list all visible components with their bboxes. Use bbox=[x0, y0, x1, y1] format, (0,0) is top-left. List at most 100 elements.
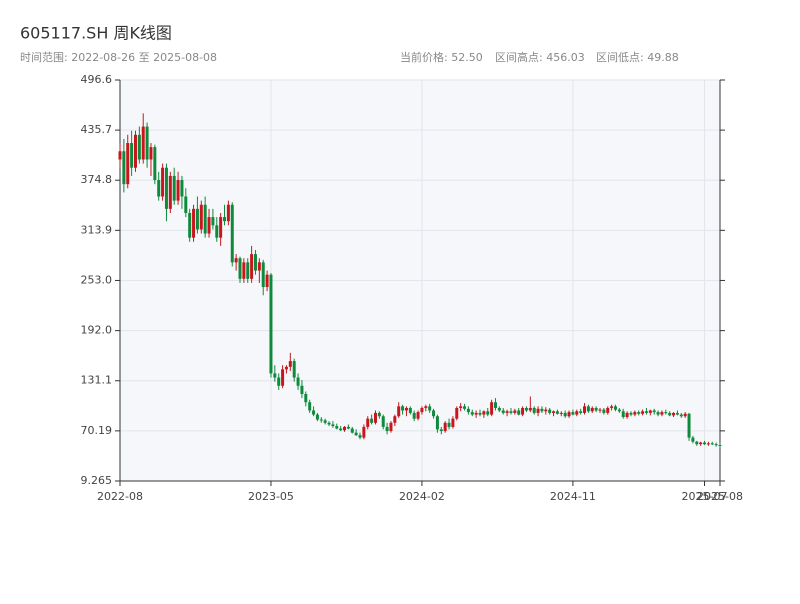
candle-body bbox=[319, 419, 323, 421]
candle-body bbox=[687, 413, 691, 438]
candle-body bbox=[555, 411, 559, 414]
candle-body bbox=[648, 410, 652, 413]
candle-body bbox=[610, 406, 614, 408]
candle-body bbox=[157, 180, 161, 197]
candle-body bbox=[594, 407, 598, 411]
candle-body bbox=[528, 407, 532, 411]
candle-body bbox=[652, 410, 656, 413]
x-tick-label: 2025-07 bbox=[682, 490, 728, 503]
candle-body bbox=[133, 134, 137, 168]
candle-body bbox=[641, 411, 645, 414]
candle-body bbox=[153, 147, 157, 181]
current-price: 当前价格: 52.50 bbox=[400, 50, 483, 64]
candle-body bbox=[350, 428, 354, 433]
candle-body bbox=[579, 411, 583, 413]
candle-body bbox=[273, 373, 277, 378]
candle-body bbox=[416, 412, 420, 419]
candle-body bbox=[354, 432, 358, 436]
candle-body bbox=[664, 412, 668, 414]
candle-body bbox=[234, 258, 238, 263]
candle-body bbox=[211, 217, 215, 226]
candle-body bbox=[625, 412, 629, 418]
candle-body bbox=[544, 409, 548, 412]
candle-body bbox=[714, 444, 718, 446]
candle-body bbox=[261, 262, 265, 288]
candle-body bbox=[613, 406, 617, 410]
candle-body bbox=[149, 147, 153, 160]
y-tick-label: 253.0 bbox=[81, 273, 113, 286]
candle-body bbox=[435, 416, 439, 430]
candle-body bbox=[199, 204, 203, 230]
candle-body bbox=[343, 426, 347, 431]
candle-body bbox=[339, 428, 343, 431]
candle-body bbox=[315, 414, 319, 420]
candle-body bbox=[377, 412, 381, 417]
candle-body bbox=[633, 412, 637, 415]
candle-body bbox=[192, 208, 196, 238]
candle-body bbox=[300, 385, 304, 394]
candle-body bbox=[176, 180, 180, 201]
candle-body bbox=[559, 412, 563, 414]
candle-body bbox=[203, 204, 207, 234]
candle-body bbox=[466, 408, 470, 413]
candle-body bbox=[219, 217, 223, 238]
candle-body bbox=[269, 274, 273, 374]
candle-body bbox=[145, 126, 149, 160]
candle-body bbox=[540, 408, 544, 412]
y-tick-label: 9.265 bbox=[81, 474, 113, 487]
candle-body bbox=[312, 410, 316, 415]
candle-body bbox=[168, 175, 172, 209]
candle-body bbox=[195, 208, 199, 230]
candle-body bbox=[548, 409, 552, 413]
candle-body bbox=[583, 406, 587, 413]
candle-body bbox=[253, 254, 257, 271]
candle-body bbox=[393, 416, 397, 423]
candle-body bbox=[703, 442, 707, 445]
candle-body bbox=[575, 411, 579, 415]
candle-body bbox=[621, 411, 625, 418]
candle-body bbox=[699, 442, 703, 445]
candle-body bbox=[284, 366, 288, 370]
candle-body bbox=[188, 212, 192, 238]
x-tick-label: 2024-02 bbox=[399, 490, 445, 503]
candle-body bbox=[370, 418, 374, 423]
candle-body bbox=[226, 204, 230, 222]
candle-body bbox=[401, 406, 405, 411]
y-tick-label: 496.6 bbox=[81, 73, 113, 86]
candle-body bbox=[346, 426, 350, 429]
candle-body bbox=[161, 167, 165, 197]
candle-body bbox=[617, 409, 621, 412]
candle-body bbox=[335, 426, 339, 429]
candle-body bbox=[490, 402, 494, 415]
y-tick-label: 131.1 bbox=[81, 374, 113, 387]
candle-body bbox=[242, 262, 246, 279]
y-tick-label: 435.7 bbox=[81, 123, 113, 136]
candle-body bbox=[443, 422, 447, 432]
candle-body bbox=[404, 407, 408, 411]
candle-body bbox=[517, 410, 521, 415]
candle-body bbox=[536, 408, 540, 413]
candle-body bbox=[389, 422, 393, 432]
candle-body bbox=[223, 217, 227, 222]
candle-body bbox=[420, 407, 424, 413]
candle-body bbox=[497, 407, 501, 411]
candle-body bbox=[126, 143, 130, 185]
candle-body bbox=[668, 412, 672, 416]
candle-body bbox=[277, 377, 281, 386]
candle-body bbox=[478, 412, 482, 415]
candle-body bbox=[130, 143, 134, 168]
candle-body bbox=[281, 369, 285, 386]
candle-body bbox=[381, 416, 385, 427]
candle-body bbox=[184, 196, 188, 213]
candle-body bbox=[501, 410, 505, 413]
candle-body bbox=[474, 412, 478, 415]
candle-body bbox=[521, 407, 525, 415]
y-tick-label: 192.0 bbox=[81, 324, 113, 337]
candle-body bbox=[571, 412, 575, 415]
candle-body bbox=[598, 409, 602, 411]
y-tick-label: 374.8 bbox=[81, 173, 113, 186]
candle-body bbox=[455, 407, 459, 419]
candle-body bbox=[412, 412, 416, 419]
x-tick-label: 2022-08 bbox=[97, 490, 143, 503]
candle-body bbox=[482, 411, 486, 415]
